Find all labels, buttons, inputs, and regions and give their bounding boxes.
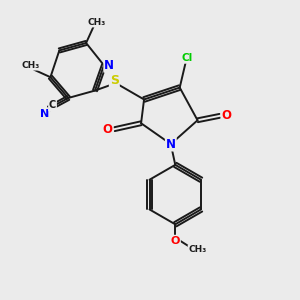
Text: O: O [171,236,180,246]
Text: O: O [103,123,113,136]
Text: N: N [40,109,49,119]
Text: Cl: Cl [182,53,193,63]
Text: CH₃: CH₃ [22,61,40,70]
Text: N: N [166,138,176,151]
Text: CH₃: CH₃ [87,18,106,27]
Text: S: S [110,74,119,87]
Text: O: O [221,109,231,122]
Text: C: C [49,100,56,110]
Text: N: N [104,59,114,72]
Text: CH₃: CH₃ [188,245,207,254]
